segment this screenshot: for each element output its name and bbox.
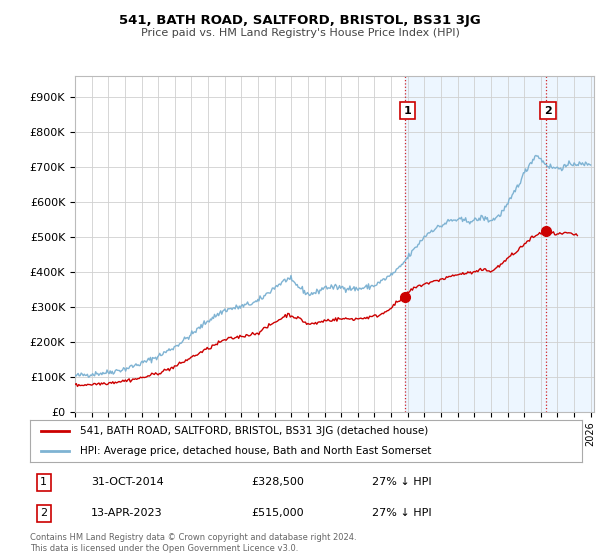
Text: 1: 1 (403, 106, 411, 115)
Text: 13-APR-2023: 13-APR-2023 (91, 508, 163, 518)
Text: 27% ↓ HPI: 27% ↓ HPI (372, 477, 432, 487)
Text: 31-OCT-2014: 31-OCT-2014 (91, 477, 163, 487)
Text: 2: 2 (40, 508, 47, 518)
Text: £328,500: £328,500 (251, 477, 304, 487)
Text: Contains HM Land Registry data © Crown copyright and database right 2024.
This d: Contains HM Land Registry data © Crown c… (30, 533, 356, 553)
Text: HPI: Average price, detached house, Bath and North East Somerset: HPI: Average price, detached house, Bath… (80, 446, 431, 456)
Text: 1: 1 (40, 477, 47, 487)
Text: 27% ↓ HPI: 27% ↓ HPI (372, 508, 432, 518)
Text: 2: 2 (544, 106, 552, 115)
Bar (405, 76, 600, 412)
Text: Price paid vs. HM Land Registry's House Price Index (HPI): Price paid vs. HM Land Registry's House … (140, 28, 460, 38)
Text: £515,000: £515,000 (251, 508, 304, 518)
Text: 541, BATH ROAD, SALTFORD, BRISTOL, BS31 3JG: 541, BATH ROAD, SALTFORD, BRISTOL, BS31 … (119, 14, 481, 27)
Text: 541, BATH ROAD, SALTFORD, BRISTOL, BS31 3JG (detached house): 541, BATH ROAD, SALTFORD, BRISTOL, BS31 … (80, 426, 428, 436)
